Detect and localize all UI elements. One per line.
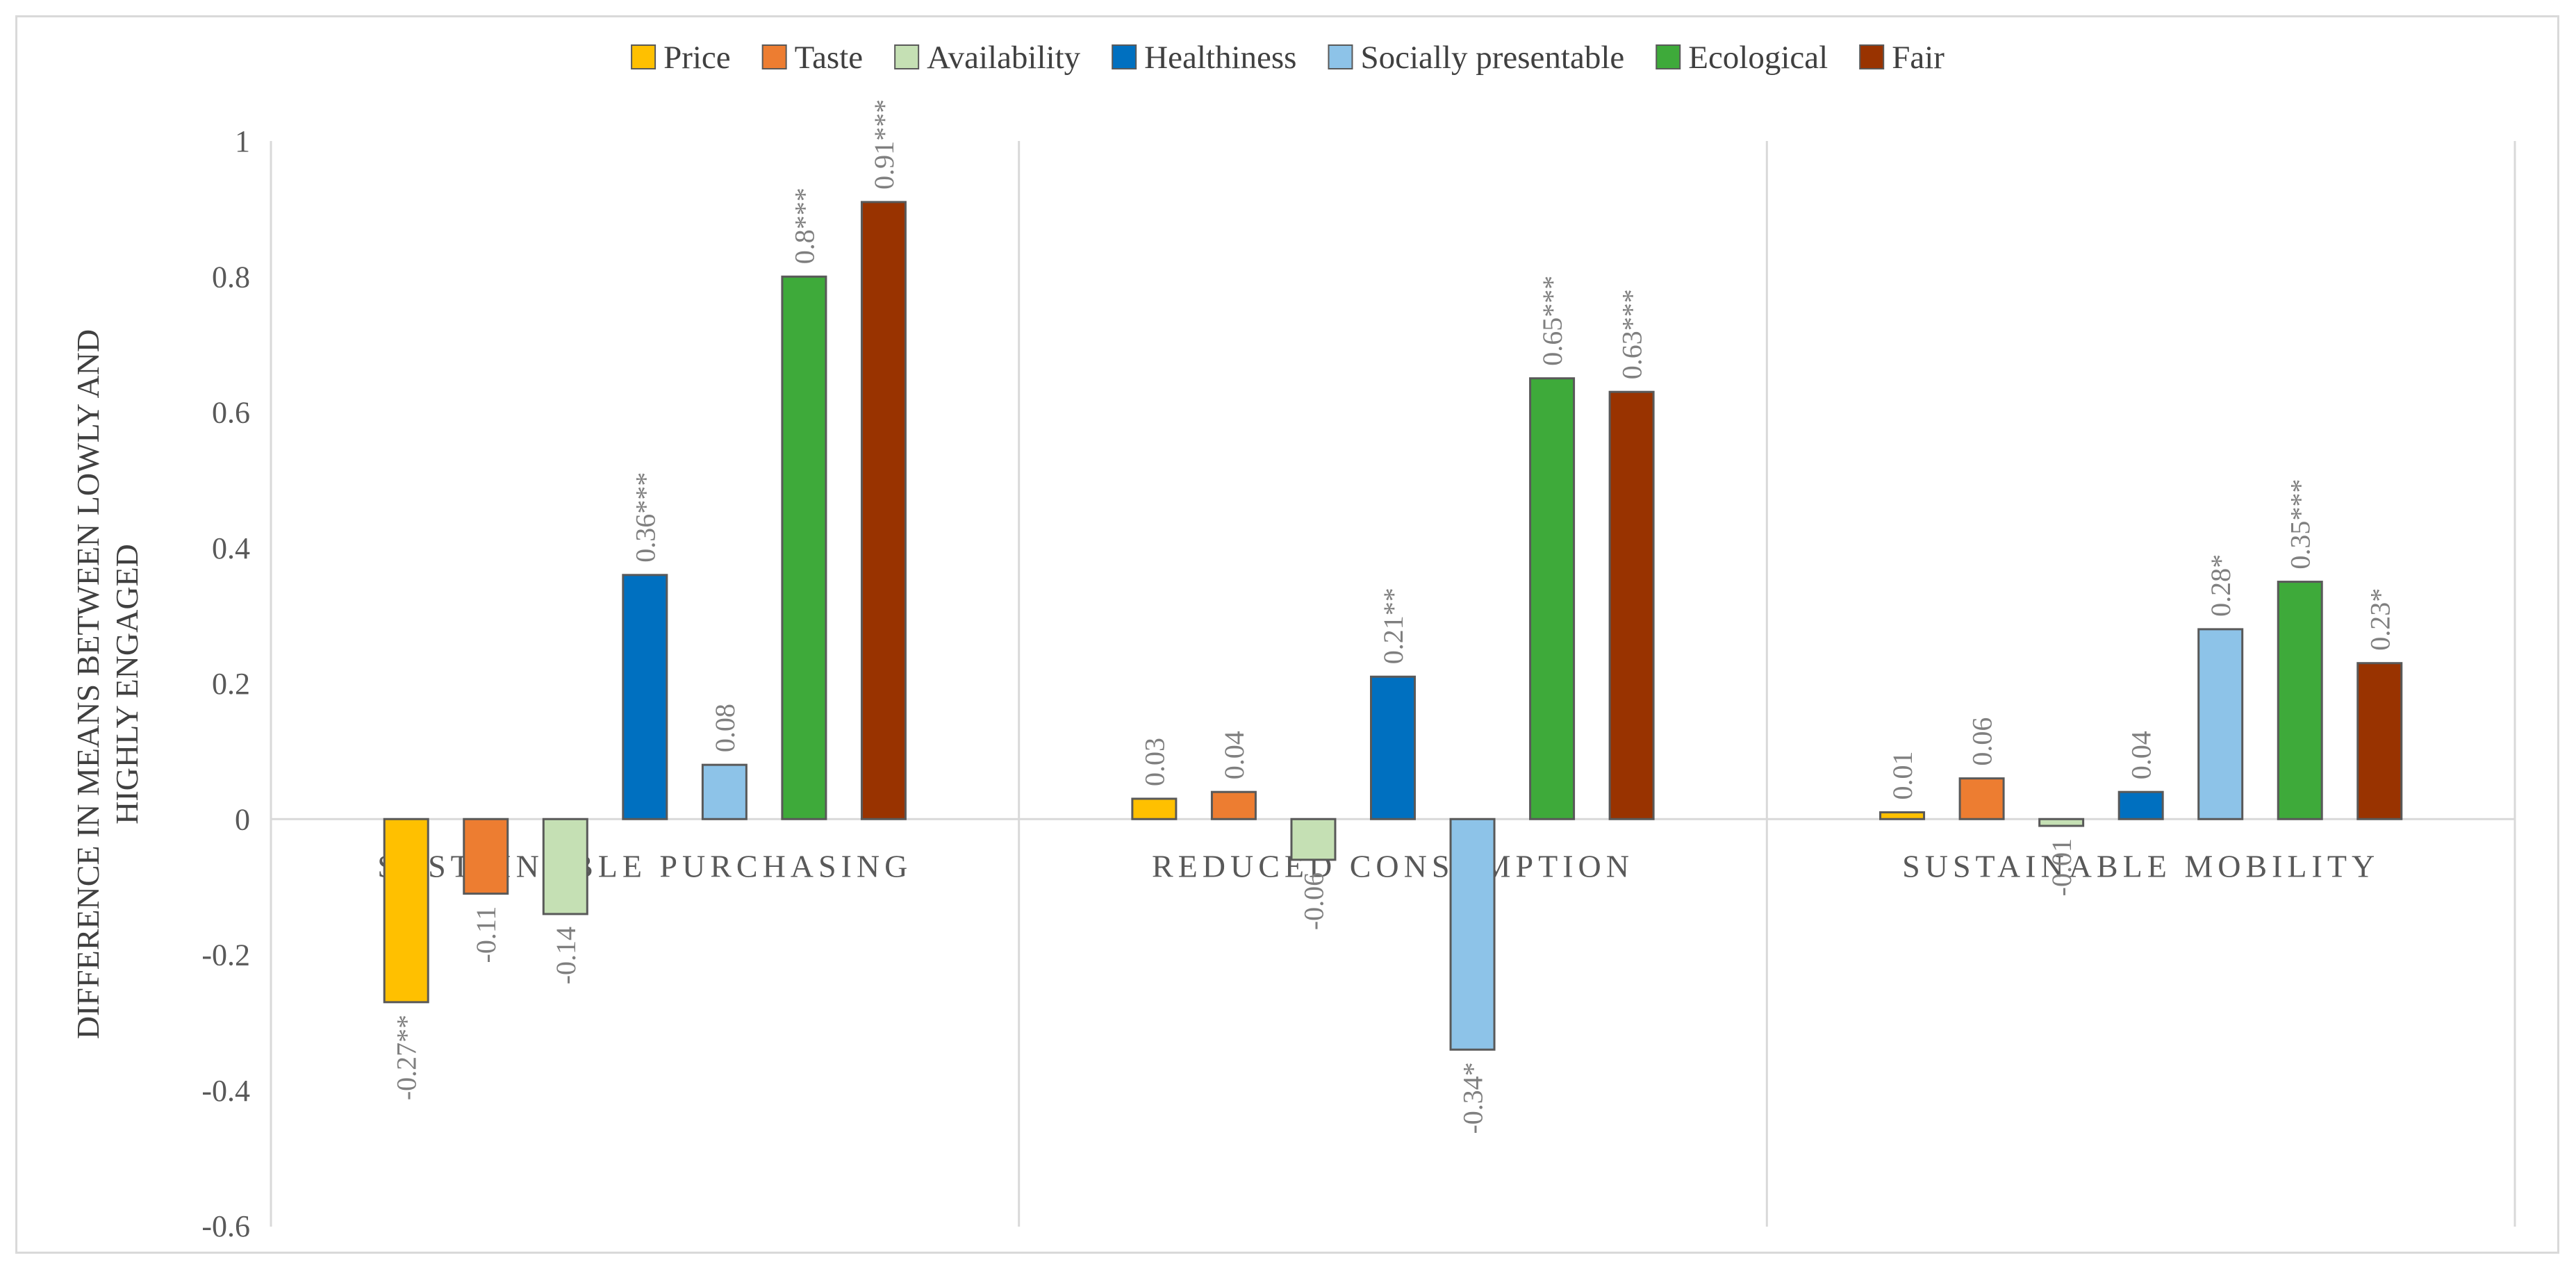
category-label: SUSTAINABLE PURCHASING [377,848,912,884]
legend-label: Healthiness [1144,40,1296,76]
y-tick-label: -0.6 [201,1209,250,1243]
data-label: 0.65*** [1537,276,1568,366]
bar [1608,390,1655,820]
y-axis-title-line: HIGHLY ENGAGED [109,544,145,824]
legend-swatch [761,44,787,69]
bar [701,763,748,820]
bar [2038,818,2085,827]
bar [1879,811,1926,820]
bar [383,818,429,1004]
data-label: -0.06 [1298,872,1329,930]
y-tick-label: -0.4 [201,1074,250,1108]
bar [1210,790,1257,820]
legend-label: Availability [927,40,1081,76]
data-label: 0.21** [1378,588,1409,664]
bar [781,275,827,820]
data-label: 0.8*** [789,188,820,264]
chart-frame [15,15,2559,1254]
y-tick-label: 0.8 [212,260,250,294]
data-label: 0.03 [1139,738,1170,786]
bar [2117,790,2164,820]
category-label: REDUCED CONSUMPTION [1152,848,1634,884]
legend-label: Socially presentable [1360,40,1624,76]
data-label: -0.27** [391,1015,422,1100]
y-tick-label: 0 [235,802,250,836]
legend-label: Price [663,40,731,76]
legend-label: Ecological [1688,40,1828,76]
data-label: 0.23* [2364,588,2395,651]
data-label: -0.14 [550,927,581,984]
y-tick-label: 1 [235,124,250,158]
bar [1449,818,1496,1051]
data-label: -0.11 [470,906,502,963]
data-label: 0.35*** [2285,479,2316,570]
y-tick-label: -0.2 [201,938,250,972]
data-label: 0.04 [1219,731,1250,779]
bar [1529,377,1576,820]
category-label: SUSTAINABLE MOBILITY [1902,848,2379,884]
bar [1370,675,1416,820]
legend-label: Fair [1892,40,1945,76]
legend-swatch [1112,44,1137,69]
data-label: -0.01 [2046,838,2077,896]
y-tick-label: 0.4 [212,531,250,565]
legend-swatch [1328,44,1353,69]
legend-swatch [894,44,920,69]
bar [2277,581,2323,820]
bar [2356,662,2403,820]
y-tick-label: 0.6 [212,396,250,430]
legend-swatch [1859,44,1885,69]
bar [860,201,907,820]
bar [622,574,668,820]
bar [542,818,588,915]
data-label: 0.08 [709,704,741,752]
data-label: 0.91*** [868,99,900,190]
data-label: 0.28* [2205,554,2236,617]
data-label: 0.63*** [1617,289,1648,379]
y-axis-title: DIFFERENCE IN MEANS BETWEEN LOWLY AND HIG… [70,329,145,1039]
data-label: 0.04 [2126,731,2157,779]
data-label: 0.01 [1887,751,1918,799]
bar [463,818,509,895]
y-axis-title-line: DIFFERENCE IN MEANS BETWEEN LOWLY AND [70,329,106,1039]
data-label: -0.34* [1458,1062,1489,1134]
data-label: 0.06 [1967,718,1998,766]
bar [1958,777,2005,820]
y-tick-label: 0.2 [212,667,250,701]
bar [2197,628,2244,820]
bar [1290,818,1337,861]
legend-label: Taste [795,40,864,76]
data-label: 0.36*** [629,472,661,563]
legend-swatch [631,44,657,69]
bar [1131,797,1178,820]
legend-swatch [1656,44,1681,69]
